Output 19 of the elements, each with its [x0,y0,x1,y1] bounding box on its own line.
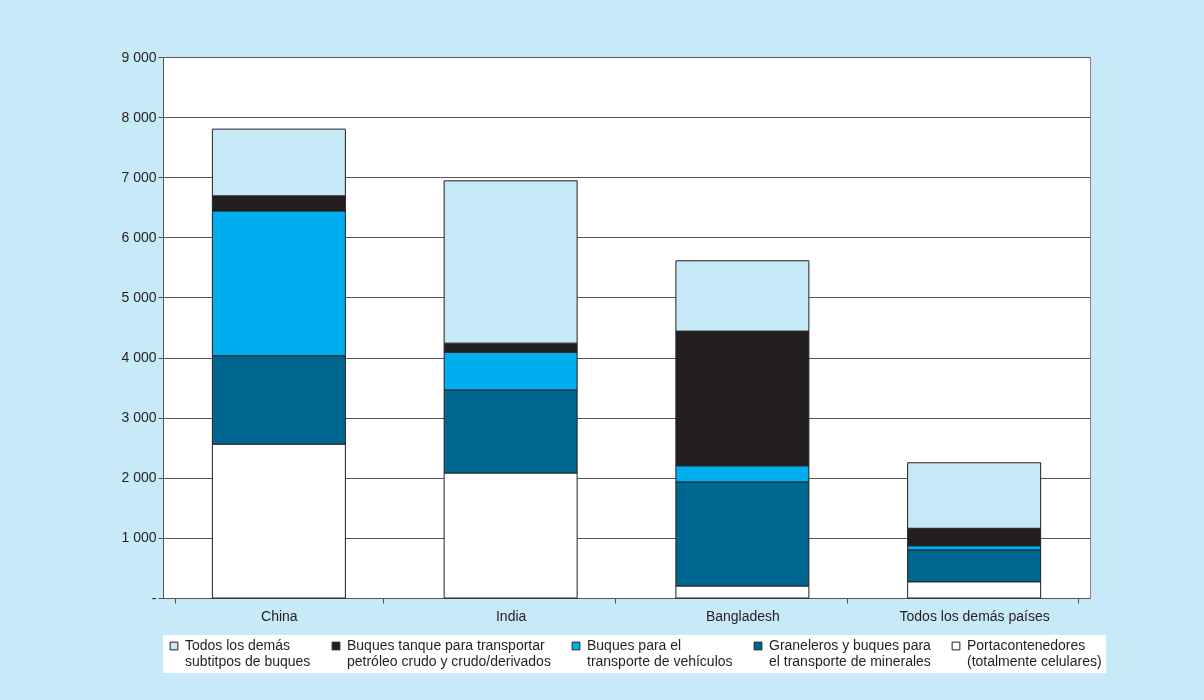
y-tick-label: 3 000 [121,409,157,426]
y-tick-label: 1 000 [121,529,157,546]
y-tick-label: 9 000 [121,48,157,65]
y-tick-label: 8 000 [121,108,157,125]
legend-label: Portacontenedores (totalmente celulares) [967,637,1102,669]
x-tick-label: India [495,607,527,624]
y-tick-label: 2 000 [121,469,157,486]
y-tick-label: 6 000 [121,228,157,245]
legend-label: Graneleros y buques para el transporte de minerales [769,637,932,669]
legend-label: Buques para el transporte de vehículos [587,637,733,669]
y-tick-label: 5 000 [121,288,157,305]
x-tick-label: Bangladesh [705,607,780,624]
legend-label: Buques tanque para transportar petróleo crudo y crudo/derivados [347,637,551,669]
y-tick-label: 7 000 [121,168,157,185]
y-tick-label: 4 000 [121,349,157,366]
y-tick-label: - [151,589,157,606]
x-tick-label: China [261,607,298,624]
x-tick-label: Todos los demás países [899,607,1050,624]
legend-label: Todos los demás subtitpos de buques [185,637,311,669]
